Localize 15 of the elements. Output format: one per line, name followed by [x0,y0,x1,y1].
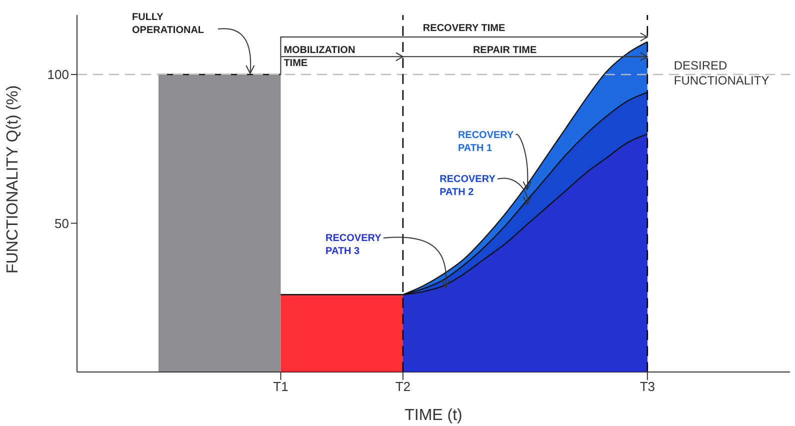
y-axis-title: FUNCTIONALITY Q(t) (%) [4,85,22,274]
text: RECOVERY PATH 3 [326,233,382,257]
annotation: MOBILIZATION TIME [284,45,356,69]
annotation: REPAIR TIME [472,45,537,56]
x-axis-title: TIME (t) [404,407,462,424]
annotation: FULLY OPERATIONAL [132,12,204,36]
ref-line-label: DESIRED FUNCTIONALITY [674,58,770,88]
x-tick-label: T1 [273,379,288,394]
y-tick-label: 50 [54,216,69,231]
text: RECOVERY PATH 2 [440,174,496,198]
x-tick-label: T2 [395,379,411,394]
annotation: RECOVERY TIME [422,23,506,34]
x-tick-label: T3 [640,379,655,394]
y-tick-label: 100 [47,67,69,82]
text: RECOVERY PATH 1 [458,130,514,154]
